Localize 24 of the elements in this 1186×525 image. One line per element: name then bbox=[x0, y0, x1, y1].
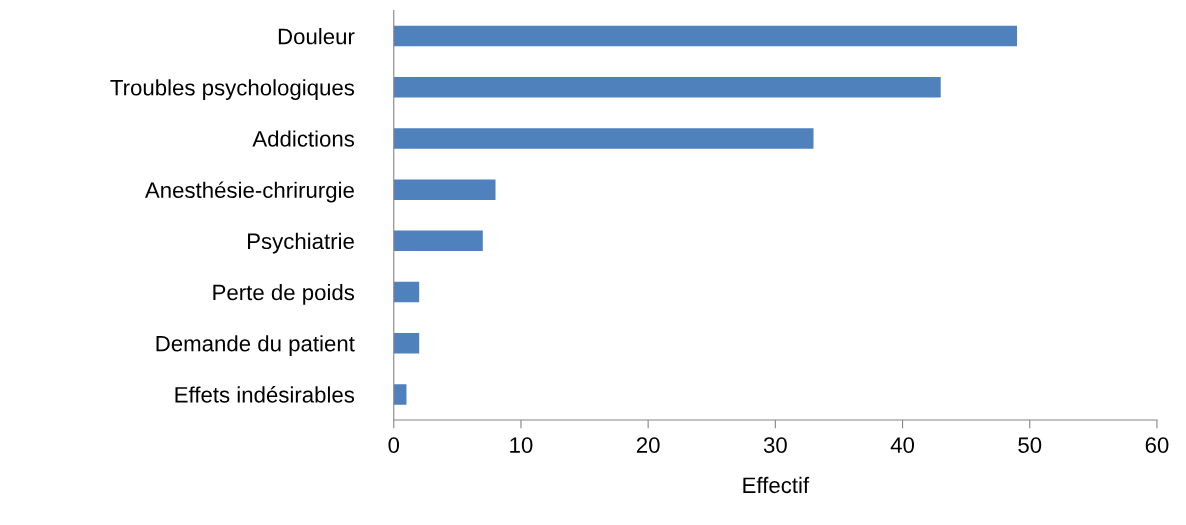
y-tick-label: Psychiatrie bbox=[248, 232, 354, 254]
y-tick-label: Perte de poids bbox=[213, 283, 355, 305]
bar bbox=[393, 77, 941, 98]
x-tick-label: 60 bbox=[1145, 437, 1169, 453]
y-tick-label: Douleur bbox=[278, 28, 355, 45]
bar bbox=[393, 332, 420, 354]
x-axis-title: Effectif bbox=[743, 476, 810, 494]
x-tick-label: 20 bbox=[636, 437, 660, 453]
x-tick-label: 10 bbox=[510, 437, 533, 453]
bar bbox=[393, 230, 483, 252]
bar bbox=[393, 128, 814, 149]
bar bbox=[393, 179, 496, 200]
x-tick-label: 30 bbox=[763, 437, 787, 453]
y-tick-label: Demande du patient bbox=[156, 335, 355, 356]
y-tick-label: Addictions bbox=[252, 130, 355, 147]
bar bbox=[393, 281, 420, 303]
x-tick-label: 0 bbox=[388, 437, 400, 453]
x-tick-label: 40 bbox=[890, 437, 915, 453]
bar bbox=[393, 25, 1018, 47]
y-tick-label: Effets indésirables bbox=[175, 386, 355, 403]
x-tick-label: 50 bbox=[1018, 437, 1042, 453]
y-tick-label: Troubles psychologiques bbox=[110, 79, 355, 100]
bar bbox=[393, 384, 407, 405]
y-tick-label: Anesthésie-chrirurgie bbox=[144, 181, 354, 203]
